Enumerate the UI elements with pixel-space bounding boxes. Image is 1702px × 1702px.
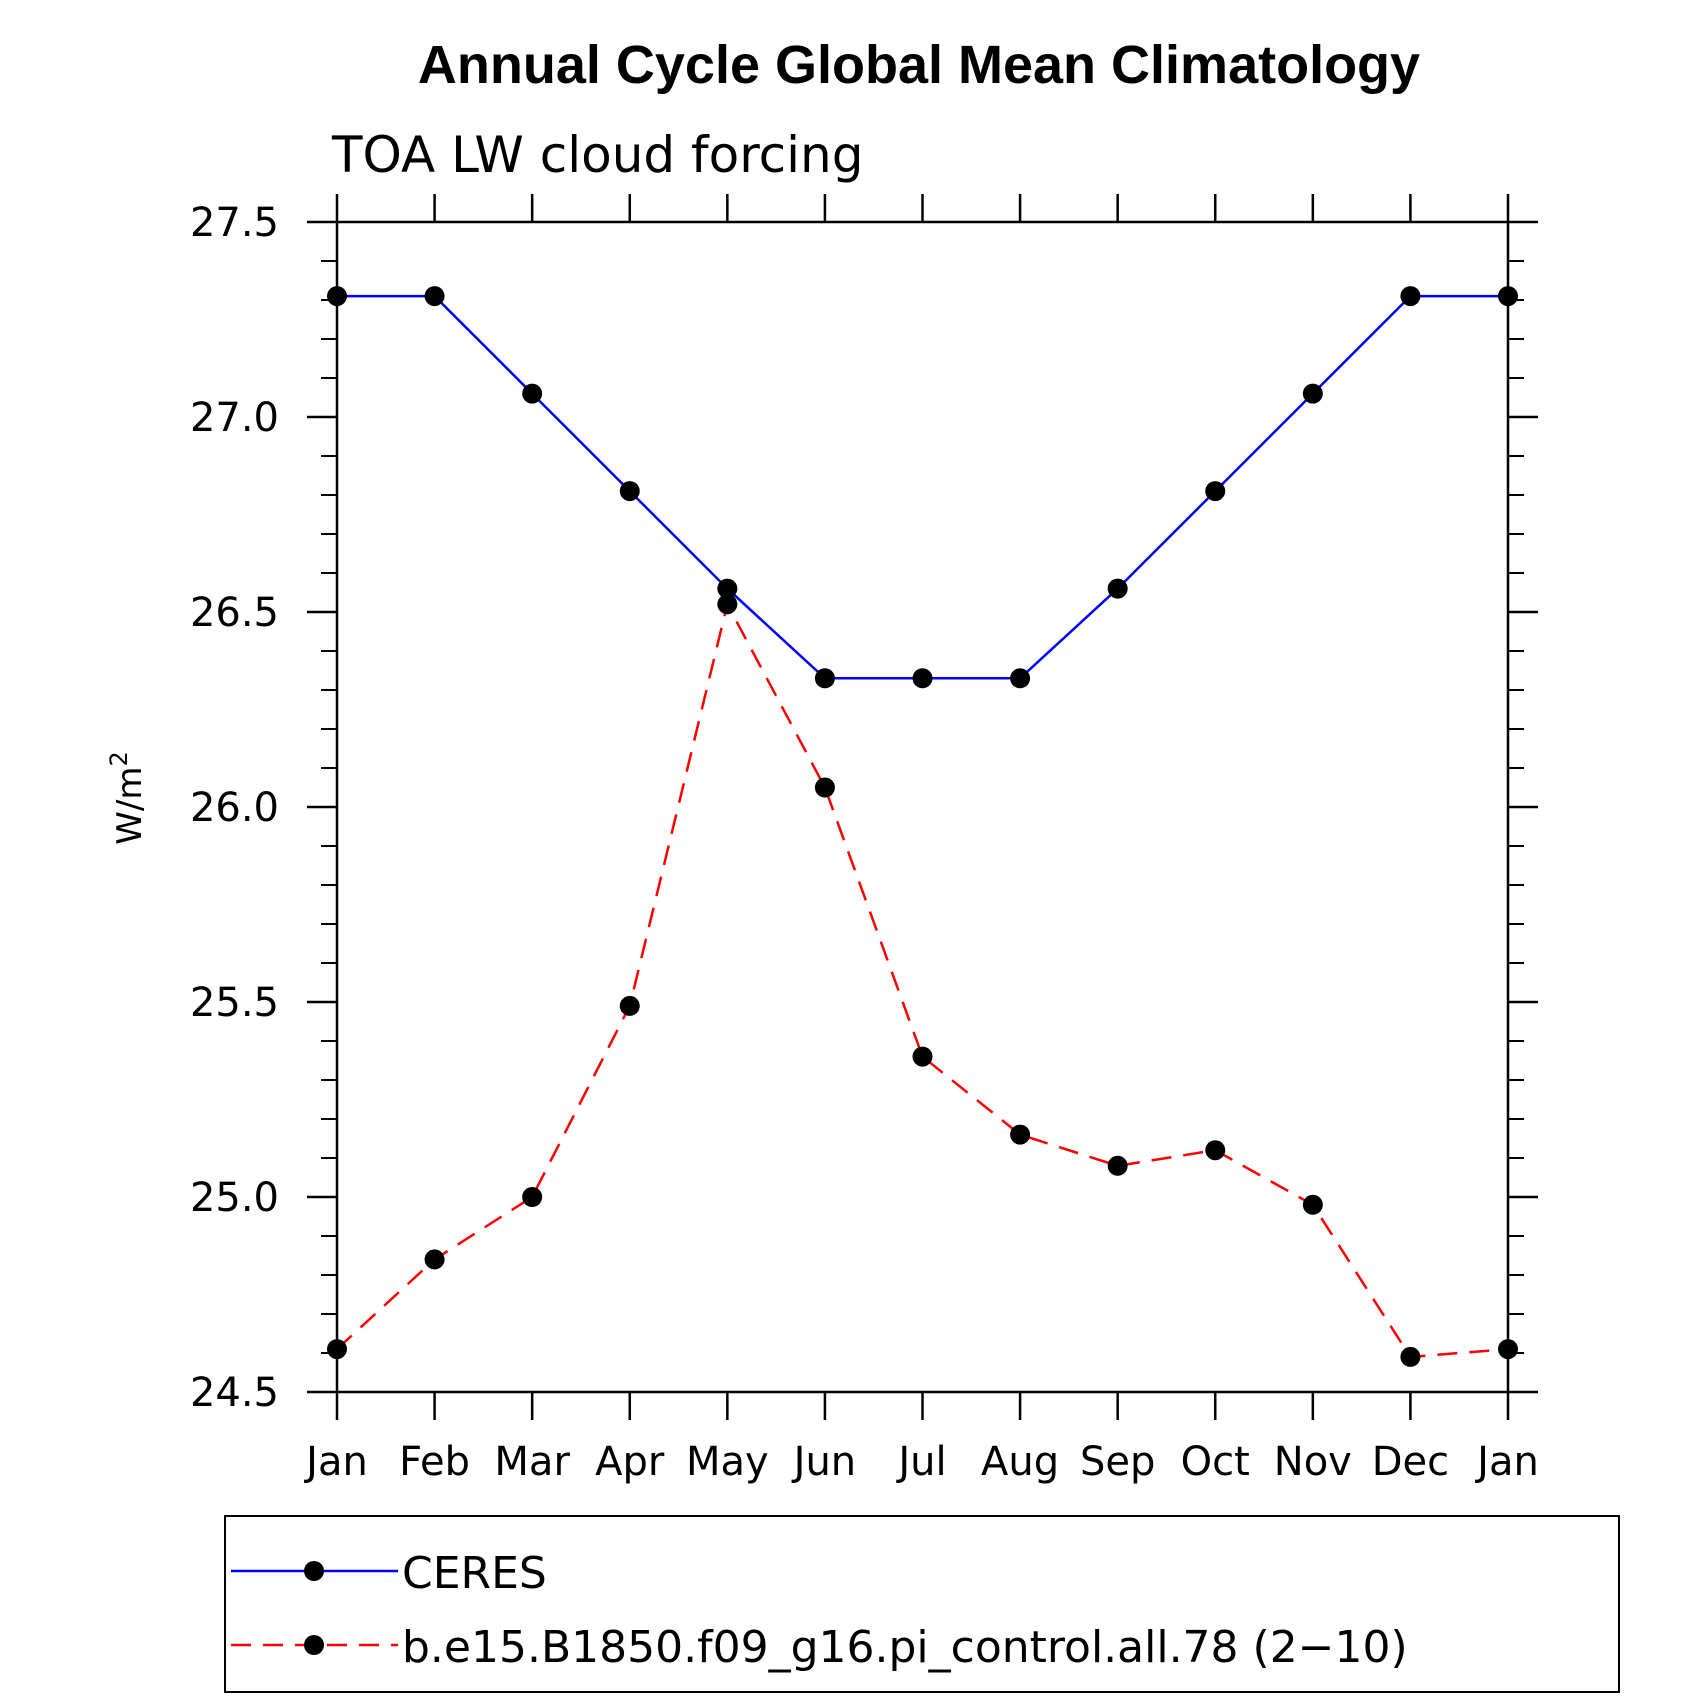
data-point — [619, 995, 640, 1016]
chart-subtitle: TOA LW cloud forcing — [331, 126, 863, 184]
plot-frame — [335, 220, 1510, 1394]
y-axis-label: W/m2 — [105, 751, 150, 844]
data-point — [327, 1339, 347, 1360]
data-point — [1302, 383, 1323, 404]
x-tick-label: Jan — [1474, 1439, 1539, 1485]
data-point — [619, 481, 640, 502]
x-tick-label: May — [686, 1439, 769, 1485]
x-tick-label: Dec — [1372, 1439, 1449, 1485]
x-tick-label: Aug — [981, 1439, 1059, 1485]
data-point — [1400, 286, 1421, 307]
legend-box — [224, 1515, 1620, 1693]
data-point — [424, 286, 445, 307]
data-point — [1107, 578, 1128, 599]
data-point — [1498, 286, 1518, 307]
series-layer — [327, 286, 1518, 1367]
y-tick-label: 26.0 — [190, 785, 279, 831]
legend-label-model: b.e15.B1850.f09_g16.pi_control.all.78 (2… — [402, 1622, 1408, 1673]
data-point — [717, 594, 738, 615]
x-tick-label: Oct — [1181, 1439, 1250, 1485]
data-point — [327, 286, 347, 307]
x-tick-label: Jan — [303, 1439, 368, 1485]
y-tick-label: 27.0 — [190, 395, 279, 441]
y-axis-label-text: W/m — [110, 767, 150, 845]
data-point — [1010, 1124, 1031, 1145]
data-point — [1498, 1339, 1518, 1360]
legend-label-ceres: CERES — [402, 1548, 547, 1599]
data-point — [424, 1249, 445, 1270]
data-point — [814, 668, 835, 689]
data-point — [912, 1046, 933, 1067]
series-1 — [327, 594, 1518, 1367]
series-line — [337, 294, 1508, 680]
svg-text:W/m2: W/m2 — [105, 751, 150, 844]
y-axis-label-superscript: 2 — [105, 751, 133, 766]
x-tick-label: Feb — [399, 1439, 470, 1485]
chart-title: Annual Cycle Global Mean Climatology — [418, 35, 1420, 95]
plot-axes: Jan Feb Mar Apr May Jun Jul Aug Sep Oct Nov Dec Jan 2… — [190, 194, 1539, 1485]
y-tick-label: 25.5 — [190, 980, 279, 1026]
data-point — [717, 578, 738, 599]
data-point — [1107, 1155, 1128, 1176]
data-point — [814, 777, 835, 798]
x-tick-label: Nov — [1274, 1439, 1352, 1485]
x-tick-label: Jul — [895, 1439, 946, 1485]
legend-marker-ceres — [304, 1561, 324, 1581]
data-point — [912, 668, 933, 689]
x-tick-label: Sep — [1080, 1439, 1155, 1485]
legend-marker-model — [304, 1635, 324, 1655]
series-line — [336, 600, 1509, 1359]
data-point — [1010, 668, 1031, 689]
x-tick-label: Apr — [595, 1439, 665, 1485]
data-point — [522, 1187, 543, 1207]
legend: CERES b.e15.B1850.f09_g16.pi_control.all… — [224, 1515, 1620, 1693]
y-tick-label: 24.5 — [190, 1370, 279, 1416]
x-tick-label: Jun — [791, 1439, 857, 1485]
data-point — [1205, 481, 1226, 502]
data-point — [522, 383, 543, 404]
x-tick-label: Mar — [494, 1439, 570, 1485]
data-point — [1400, 1346, 1421, 1367]
data-point — [1205, 1140, 1226, 1161]
series-0 — [327, 286, 1518, 689]
y-tick-label: 26.5 — [190, 590, 279, 636]
data-point — [1302, 1194, 1323, 1215]
y-tick-label: 27.5 — [190, 200, 279, 246]
y-tick-label: 25.0 — [190, 1175, 279, 1221]
